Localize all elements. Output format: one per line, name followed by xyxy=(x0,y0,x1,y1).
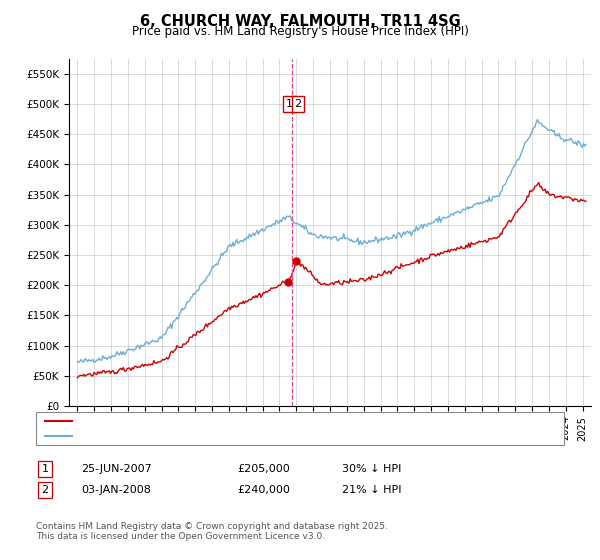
Text: £205,000: £205,000 xyxy=(237,464,290,474)
Text: 6, CHURCH WAY, FALMOUTH, TR11 4SG (detached house): 6, CHURCH WAY, FALMOUTH, TR11 4SG (detac… xyxy=(79,416,378,426)
Text: 1: 1 xyxy=(286,99,293,109)
Text: 2: 2 xyxy=(295,99,302,109)
Text: 21% ↓ HPI: 21% ↓ HPI xyxy=(342,485,401,495)
Text: 30% ↓ HPI: 30% ↓ HPI xyxy=(342,464,401,474)
Text: 03-JAN-2008: 03-JAN-2008 xyxy=(81,485,151,495)
Text: Price paid vs. HM Land Registry's House Price Index (HPI): Price paid vs. HM Land Registry's House … xyxy=(131,25,469,38)
Text: £240,000: £240,000 xyxy=(237,485,290,495)
Text: Contains HM Land Registry data © Crown copyright and database right 2025.
This d: Contains HM Land Registry data © Crown c… xyxy=(36,522,388,542)
Text: HPI: Average price, detached house, Cornwall: HPI: Average price, detached house, Corn… xyxy=(79,431,317,441)
Text: 1: 1 xyxy=(41,464,49,474)
Text: 2: 2 xyxy=(41,485,49,495)
Text: 6, CHURCH WAY, FALMOUTH, TR11 4SG: 6, CHURCH WAY, FALMOUTH, TR11 4SG xyxy=(140,14,460,29)
Text: 25-JUN-2007: 25-JUN-2007 xyxy=(81,464,152,474)
